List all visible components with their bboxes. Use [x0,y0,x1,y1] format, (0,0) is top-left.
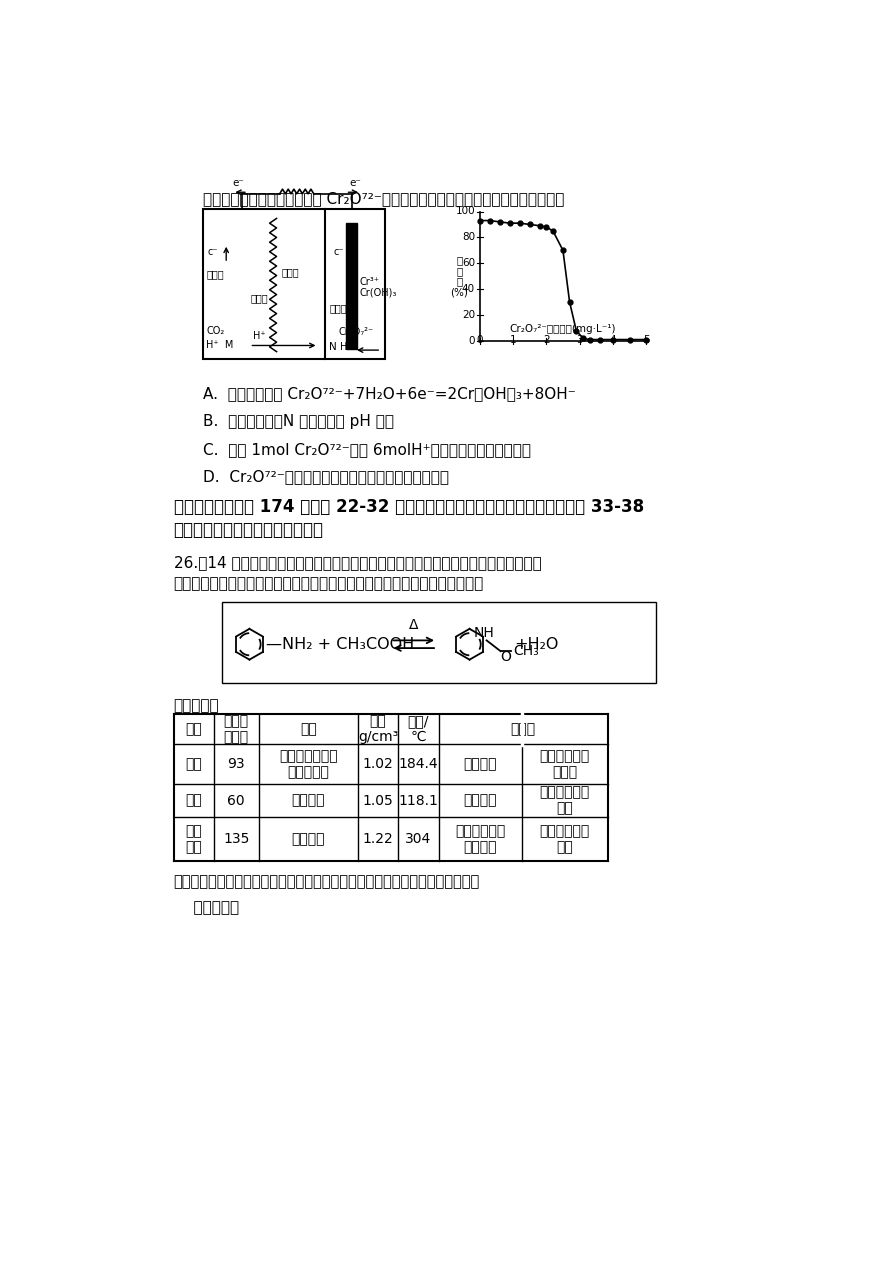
Text: 沸点/
℃: 沸点/ ℃ [408,714,429,745]
Text: 60: 60 [462,259,475,269]
Text: e⁻: e⁻ [233,178,244,188]
Text: NH: NH [474,626,494,640]
Text: 1.02: 1.02 [363,757,393,771]
Text: 5: 5 [643,334,649,345]
Text: 80: 80 [462,232,475,242]
Text: 注：刺形分馏柱的作用相当于二次蒸馏，用于沸点差别不太大的混合物的分离。: 注：刺形分馏柱的作用相当于二次蒸馏，用于沸点差别不太大的混合物的分离。 [174,873,480,888]
Text: 0: 0 [476,334,483,345]
Text: 易溶于乙醇、
乙醚等: 易溶于乙醇、 乙醚等 [540,750,590,780]
Text: 304: 304 [405,832,432,846]
Text: CH₃: CH₃ [514,644,540,659]
Text: 20: 20 [462,310,475,321]
Text: 易溶于水: 易溶于水 [464,794,497,808]
Text: 题为选考题，考生根据要求作答。: 题为选考题，考生根据要求作答。 [174,521,324,539]
Text: c⁻: c⁻ [334,246,344,256]
Text: 实验步骤：: 实验步骤： [174,900,239,915]
Text: Cr₂O₇²⁻: Cr₂O₇²⁻ [339,327,374,337]
Text: 40: 40 [462,284,475,294]
Text: C.  处理 1mol Cr₂O⁷²⁻时有 6molH⁺从交换膜右侧向左侧迁移: C. 处理 1mol Cr₂O⁷²⁻时有 6molH⁺从交换膜右侧向左侧迁移 [203,442,531,457]
Text: 易溶于乙醇、
乙醚: 易溶于乙醇、 乙醚 [540,824,590,854]
Text: —NH₂ + CH₃COOH: —NH₂ + CH₃COOH [267,637,415,651]
Text: Cr(OH)₃: Cr(OH)₃ [359,288,397,298]
Text: 实验参数：: 实验参数： [174,698,219,713]
Text: 易溶于乙醇、
乙醚: 易溶于乙醇、 乙醚 [540,785,590,815]
Text: 密度
g/cm³: 密度 g/cm³ [358,714,398,745]
Text: 3: 3 [576,334,582,345]
Text: 其工作原理，右下图为废水中 Cr₂O⁷²⁻离子浓度与去除率的关系。下列说法正确的是: 其工作原理，右下图为废水中 Cr₂O⁷²⁻离子浓度与去除率的关系。下列说法正确的… [203,192,565,207]
Text: 去
除
率
(%): 去 除 率 (%) [450,255,468,298]
Text: 1: 1 [509,334,516,345]
Text: 乙酰
苯胺: 乙酰 苯胺 [186,824,202,854]
Text: 交换膜: 交换膜 [251,293,268,303]
Text: 1.05: 1.05 [363,794,393,808]
Text: 乙酸: 乙酸 [186,794,202,808]
Text: B.  电池工作时，N 极附近溶液 pH 减小: B. 电池工作时，N 极附近溶液 pH 减小 [203,414,394,429]
Text: 还原菌: 还原菌 [329,303,347,313]
Text: 184.4: 184.4 [399,757,438,771]
Text: 118.1: 118.1 [399,794,438,808]
Text: 白色晶体: 白色晶体 [292,832,325,846]
Text: 93: 93 [227,757,245,771]
Text: +H₂O: +H₂O [515,637,559,651]
Text: 0: 0 [468,336,475,346]
Text: 料，可用作止痛剂、退热剂、防腐剂和染料中间体。乙酰苯胺的制备原理为：: 料，可用作止痛剂、退热剂、防腐剂和染料中间体。乙酰苯胺的制备原理为： [174,577,483,592]
Text: 26.（14 分）乙酰苯胺是一种白色有光泽片状结晶或白色结晶粉末，是磺胺类药物的原: 26.（14 分）乙酰苯胺是一种白色有光泽片状结晶或白色结晶粉末，是磺胺类药物的… [174,555,541,570]
Text: 三、非选择题：共 174 分，第 22-32 题为必考题，每个试题考生都必须作答。第 33-38: 三、非选择题：共 174 分，第 22-32 题为必考题，每个试题考生都必须作答… [174,498,644,516]
Text: 相对分
子质量: 相对分 子质量 [224,714,249,745]
Text: 微溶于冷水，
溶于热水: 微溶于冷水， 溶于热水 [455,824,506,854]
Text: CO₂: CO₂ [206,326,224,336]
Text: 苯胺: 苯胺 [186,757,202,771]
Text: Δ: Δ [409,618,418,632]
Text: 无色油状液体，
具有还原性: 无色油状液体， 具有还原性 [279,750,338,780]
Text: 名称: 名称 [186,722,202,736]
Text: e⁻: e⁻ [349,178,360,188]
Text: 性状: 性状 [300,722,317,736]
Bar [203,209,385,360]
Bar [221,602,656,683]
Text: 1.22: 1.22 [363,832,393,846]
Text: D.  Cr₂O⁷²⁻离子浓度较大时，可能会造成还原菌失活: D. Cr₂O⁷²⁻离子浓度较大时，可能会造成还原菌失活 [203,469,449,485]
Text: O: O [500,650,510,664]
Bar [346,223,357,348]
Text: N: N [328,342,336,352]
Text: c⁻: c⁻ [208,246,219,256]
Text: 2: 2 [543,334,549,345]
Text: Cr³⁺: Cr³⁺ [359,278,379,288]
Text: Cr₂O₇²⁻离子浓度(mg·L⁻¹): Cr₂O₇²⁻离子浓度(mg·L⁻¹) [509,324,616,334]
Text: A.  正极反应式是 Cr₂O⁷²⁻+7H₂O+6e⁻=2Cr（OH）₃+8OH⁻: A. 正极反应式是 Cr₂O⁷²⁻+7H₂O+6e⁻=2Cr（OH）₃+8OH⁻ [203,386,575,401]
Text: 微溶于水: 微溶于水 [464,757,497,771]
Text: 无色液体: 无色液体 [292,794,325,808]
Text: 135: 135 [223,832,250,846]
Text: 微生物: 微生物 [281,268,299,278]
Text: 溶解度: 溶解度 [510,722,535,736]
Text: H⁺: H⁺ [340,342,352,352]
Text: H⁺: H⁺ [253,331,266,341]
Text: 有机物: 有机物 [206,270,224,280]
Text: 100: 100 [455,207,475,217]
Text: 4: 4 [609,334,616,345]
Text: H⁺  M: H⁺ M [206,341,234,351]
Text: 60: 60 [227,794,245,808]
